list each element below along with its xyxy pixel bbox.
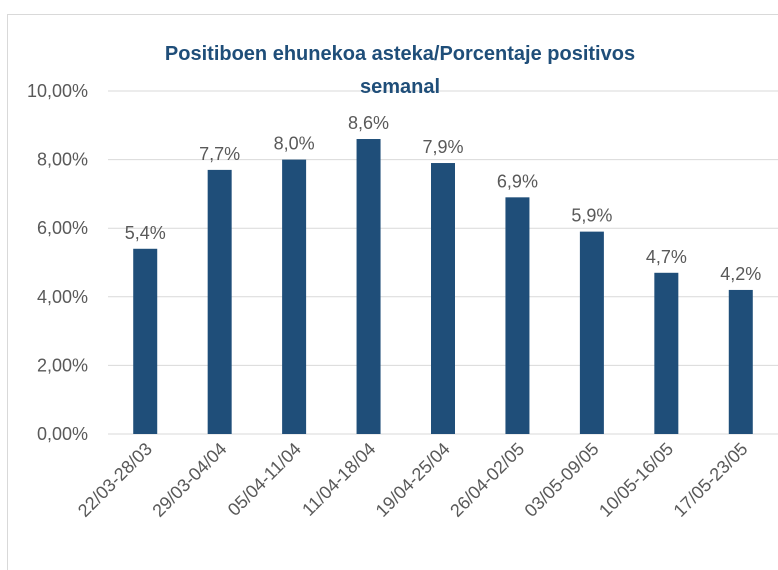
data-label: 5,9% bbox=[571, 206, 612, 226]
x-tick-label: 29/03-04/04 bbox=[148, 439, 230, 521]
bar bbox=[133, 248, 158, 434]
data-label: 5,4% bbox=[125, 223, 166, 243]
y-tick-label: 8,00% bbox=[37, 150, 88, 170]
bar bbox=[728, 289, 753, 434]
bar bbox=[356, 139, 381, 434]
bar bbox=[505, 197, 530, 434]
y-tick-label: 10,00% bbox=[27, 81, 88, 101]
x-tick-label: 19/04-25/04 bbox=[372, 439, 454, 521]
x-tick-label: 11/04-18/04 bbox=[298, 439, 379, 520]
chart-title: Positiboen ehunekoa asteka/Porcentaje po… bbox=[164, 43, 636, 98]
data-label: 8,0% bbox=[274, 134, 315, 154]
data-label: 7,7% bbox=[199, 144, 240, 164]
bar bbox=[431, 163, 455, 434]
bar bbox=[579, 231, 604, 434]
chart-frame bbox=[7, 14, 778, 570]
x-tick-label: 10/05-16/05 bbox=[595, 439, 677, 521]
data-label: 8,6% bbox=[348, 113, 389, 133]
data-label: 4,2% bbox=[720, 264, 761, 284]
y-tick-label: 0,00% bbox=[37, 424, 88, 444]
data-label: 7,9% bbox=[422, 137, 463, 157]
bar bbox=[282, 159, 307, 434]
bar bbox=[207, 169, 232, 434]
data-label: 6,9% bbox=[497, 171, 538, 191]
x-tick-label: 03/05-09/05 bbox=[521, 439, 603, 521]
x-tick-label: 05/04-11/04 bbox=[224, 439, 305, 520]
data-label: 4,7% bbox=[646, 247, 687, 267]
y-tick-label: 4,00% bbox=[37, 287, 88, 307]
bar bbox=[654, 272, 679, 434]
y-tick-label: 2,00% bbox=[37, 355, 88, 375]
y-tick-label: 6,00% bbox=[37, 218, 88, 238]
x-tick-label: 26/04-02/05 bbox=[446, 439, 528, 521]
x-tick-label: 17/05-23/05 bbox=[670, 439, 752, 521]
x-tick-label: 22/03-28/03 bbox=[74, 439, 156, 521]
